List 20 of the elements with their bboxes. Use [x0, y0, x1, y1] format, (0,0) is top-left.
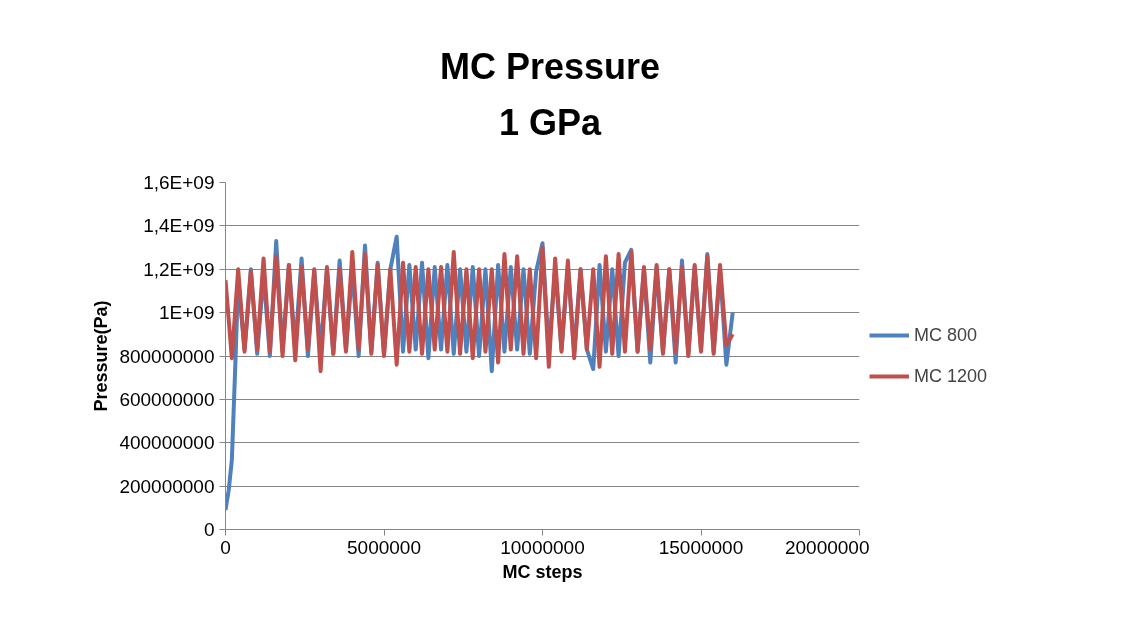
y-tick-label: 1E+09 — [159, 302, 215, 324]
x-tick-label: 5000000 — [347, 536, 421, 558]
y-tick-label: 1,4E+09 — [143, 215, 215, 237]
y-tick-label: 200000000 — [119, 475, 215, 497]
legend-label: MC 800 — [914, 324, 978, 346]
x-tick-label: 15000000 — [658, 536, 744, 558]
y-tick-label: 800000000 — [119, 345, 215, 367]
chart-title: MC Pressure 1 GPa — [439, 45, 661, 145]
y-tick-label: 1,2E+09 — [143, 258, 215, 280]
y-tick-label: 600000000 — [119, 388, 215, 410]
x-tick-label: 20000000 — [784, 536, 870, 558]
y-tick-label: 1,6E+09 — [143, 172, 215, 193]
y-tick-label: 400000000 — [119, 432, 215, 454]
y-axis-title: Pressure(Pa) — [91, 300, 112, 412]
legend-label: MC 1200 — [914, 365, 988, 387]
x-tick-label: 10000000 — [500, 536, 585, 558]
y-tick-label: 0 — [203, 519, 215, 540]
x-axis-title: MC steps — [502, 561, 583, 582]
x-tick-label: 0 — [220, 536, 231, 558]
line-series — [225, 245, 735, 374]
